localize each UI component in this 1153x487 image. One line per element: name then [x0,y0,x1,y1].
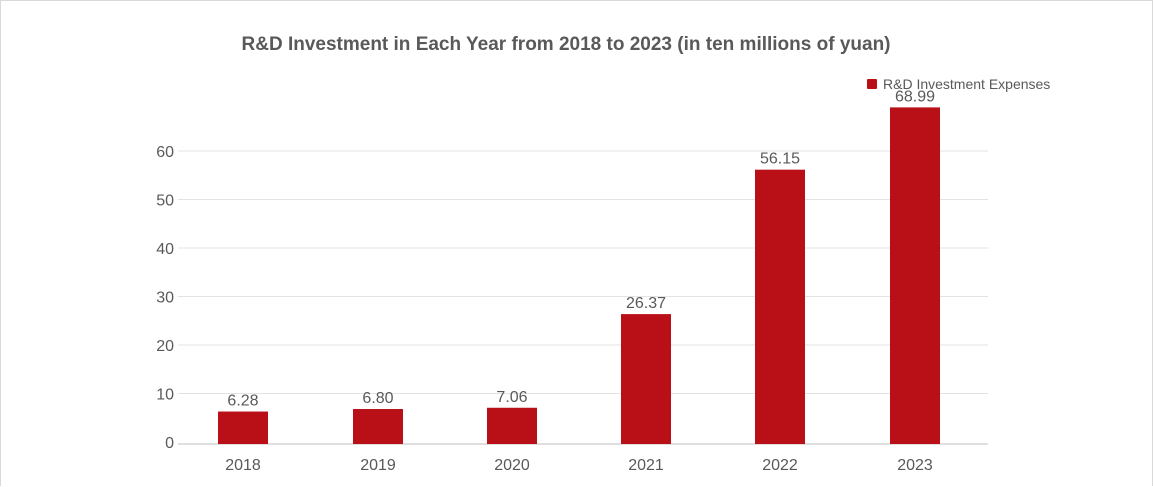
x-tick-label: 2022 [762,457,798,474]
y-tick-label: 30 [156,290,174,307]
y-tick-label: 50 [156,193,174,210]
data-label: 6.28 [227,393,258,410]
y-tick-label: 60 [156,144,174,161]
x-tick-label: 2018 [225,457,261,474]
data-label: 26.37 [626,295,666,312]
legend-swatch [867,79,877,89]
data-label: 7.06 [496,389,527,406]
y-tick-label: 20 [156,338,174,355]
x-tick-label: 2020 [494,457,530,474]
bar [621,314,671,444]
legend-label: R&D Investment Expenses [883,76,1051,92]
bar [487,407,537,444]
legend: R&D Investment Expenses [867,76,1050,92]
data-label: 6.80 [362,390,393,407]
data-label: 56.15 [760,151,800,168]
x-tick-label: 2021 [628,457,664,474]
y-tick-label: 40 [156,241,174,258]
bar [890,107,940,444]
x-tick-label: 2023 [897,457,933,474]
data-label: 68.99 [895,88,935,105]
y-tick-label: 10 [156,387,174,404]
bar [755,169,805,445]
bar [218,411,268,444]
y-tick-label: 0 [165,435,174,452]
bar [353,409,403,444]
chart-title: R&D Investment in Each Year from 2018 to… [241,34,891,55]
x-tick-label: 2019 [360,457,396,474]
